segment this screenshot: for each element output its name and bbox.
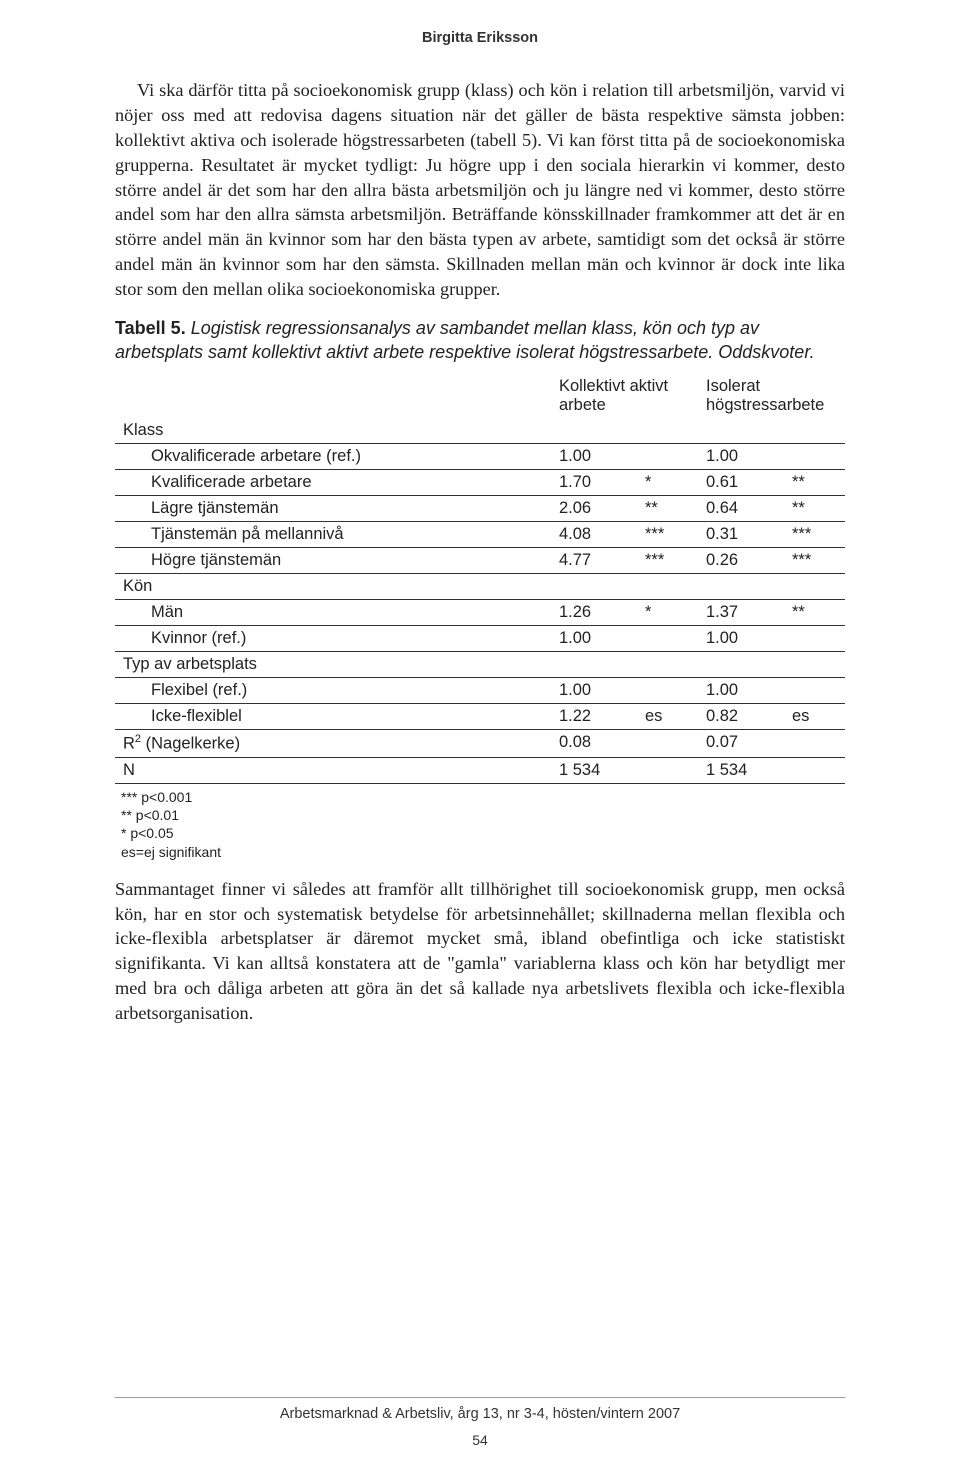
row-value: 4.08 bbox=[551, 522, 637, 548]
row-sig: *** bbox=[637, 522, 698, 548]
row-label: N bbox=[115, 757, 551, 783]
table-row: Tjänstemän på mellannivå 4.08 *** 0.31 *… bbox=[115, 522, 845, 548]
row-sig bbox=[784, 626, 845, 652]
row-label: Okvalificerade arbetare (ref.) bbox=[115, 444, 551, 470]
table-row: Flexibel (ref.) 1.00 1.00 bbox=[115, 678, 845, 704]
row-value: 2.06 bbox=[551, 496, 637, 522]
row-value: 1.00 bbox=[698, 678, 784, 704]
row-sig: * bbox=[637, 600, 698, 626]
table-row: Kvinnor (ref.) 1.00 1.00 bbox=[115, 626, 845, 652]
row-sig: ** bbox=[784, 470, 845, 496]
row-sig: ** bbox=[784, 496, 845, 522]
row-label: Män bbox=[115, 600, 551, 626]
row-label: Flexibel (ref.) bbox=[115, 678, 551, 704]
row-sig: * bbox=[637, 470, 698, 496]
row-value: 1.00 bbox=[698, 444, 784, 470]
table-row: Lägre tjänstemän 2.06 ** 0.64 ** bbox=[115, 496, 845, 522]
row-sig: ** bbox=[784, 600, 845, 626]
row-sig: *** bbox=[637, 548, 698, 574]
header-author: Birgitta Eriksson bbox=[115, 30, 845, 46]
row-sig: es bbox=[637, 704, 698, 730]
row-sig bbox=[637, 678, 698, 704]
row-sig: ** bbox=[637, 496, 698, 522]
row-value: 0.61 bbox=[698, 470, 784, 496]
row-value: 1.37 bbox=[698, 600, 784, 626]
row-label: Tjänstemän på mellannivå bbox=[115, 522, 551, 548]
footnote: * p<0.05 bbox=[121, 824, 845, 842]
footnote: ** p<0.01 bbox=[121, 806, 845, 824]
row-value: 1.00 bbox=[551, 444, 637, 470]
row-value: 1.00 bbox=[551, 626, 637, 652]
row-sig: *** bbox=[784, 522, 845, 548]
footnote: es=ej signifikant bbox=[121, 843, 845, 861]
row-value: 1.00 bbox=[698, 626, 784, 652]
table-row: Högre tjänstemän 4.77 *** 0.26 *** bbox=[115, 548, 845, 574]
row-value: 1 534 bbox=[698, 757, 784, 783]
row-value: 1.70 bbox=[551, 470, 637, 496]
row-sig: es bbox=[784, 704, 845, 730]
page: Birgitta Eriksson Vi ska därför titta på… bbox=[0, 0, 960, 1476]
table-row: Kvalificerade arbetare 1.70 * 0.61 ** bbox=[115, 470, 845, 496]
table-row: Män 1.26 * 1.37 ** bbox=[115, 600, 845, 626]
row-value: 1.00 bbox=[551, 678, 637, 704]
row-sig bbox=[784, 678, 845, 704]
row-label: Lägre tjänstemän bbox=[115, 496, 551, 522]
row-sig bbox=[784, 444, 845, 470]
table-row: N 1 534 1 534 bbox=[115, 757, 845, 783]
footnote: *** p<0.001 bbox=[121, 788, 845, 806]
row-label: R2 (Nagelkerke) bbox=[115, 730, 551, 758]
row-value: 0.82 bbox=[698, 704, 784, 730]
body-paragraph-2: Sammantaget finner vi således att framfö… bbox=[115, 877, 845, 1026]
row-value: 1.26 bbox=[551, 600, 637, 626]
row-label: Icke-flexiblel bbox=[115, 704, 551, 730]
regression-table: Kollektivt aktivt arbete Isolerat högstr… bbox=[115, 374, 845, 784]
row-sig: *** bbox=[784, 548, 845, 574]
row-label: Högre tjänstemän bbox=[115, 548, 551, 574]
footer-journal: Arbetsmarknad & Arbetsliv, årg 13, nr 3-… bbox=[115, 1397, 845, 1422]
row-value: 0.08 bbox=[551, 730, 637, 758]
group-label-klass: Klass bbox=[115, 418, 551, 444]
row-value: 0.64 bbox=[698, 496, 784, 522]
table-row: R2 (Nagelkerke) 0.08 0.07 bbox=[115, 730, 845, 758]
row-value: 1.22 bbox=[551, 704, 637, 730]
row-sig bbox=[784, 730, 845, 758]
footer-page-number: 54 bbox=[0, 1432, 960, 1448]
row-value: 0.26 bbox=[698, 548, 784, 574]
row-label: Kvinnor (ref.) bbox=[115, 626, 551, 652]
row-sig bbox=[784, 757, 845, 783]
table-row: Okvalificerade arbetare (ref.) 1.00 1.00 bbox=[115, 444, 845, 470]
col-header-1: Kollektivt aktivt arbete bbox=[551, 374, 698, 418]
table-row: Icke-flexiblel 1.22 es 0.82 es bbox=[115, 704, 845, 730]
row-sig bbox=[637, 444, 698, 470]
table-title: Tabell 5. Logistisk regressionsanalys av… bbox=[115, 316, 845, 365]
row-sig bbox=[637, 730, 698, 758]
group-label-kon: Kön bbox=[115, 574, 551, 600]
row-sig bbox=[637, 626, 698, 652]
row-label: Kvalificerade arbetare bbox=[115, 470, 551, 496]
table-title-caption: Logistisk regressionsanalys av sambandet… bbox=[115, 318, 815, 362]
col-header-2: Isolerat högstressarbete bbox=[698, 374, 845, 418]
row-value: 0.07 bbox=[698, 730, 784, 758]
row-value: 4.77 bbox=[551, 548, 637, 574]
table-title-label: Tabell 5. bbox=[115, 318, 186, 338]
row-sig bbox=[637, 757, 698, 783]
group-label-typ: Typ av arbetsplats bbox=[115, 652, 551, 678]
row-value: 0.31 bbox=[698, 522, 784, 548]
table-footnotes: *** p<0.001 ** p<0.01 * p<0.05 es=ej sig… bbox=[121, 788, 845, 861]
row-value: 1 534 bbox=[551, 757, 637, 783]
body-paragraph-1: Vi ska därför titta på socioekonomisk gr… bbox=[115, 78, 845, 302]
